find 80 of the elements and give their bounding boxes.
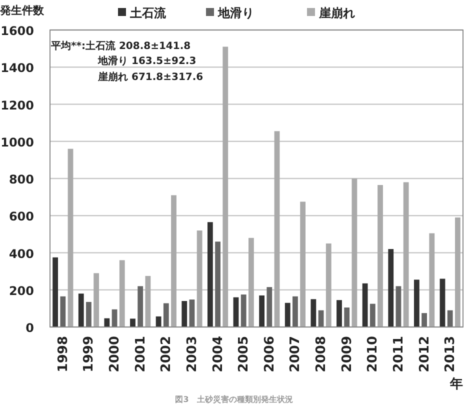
x-tick-label: 1999 — [82, 336, 97, 372]
bar — [284, 302, 290, 327]
annotation: 崖崩れ 671.8±317.6 — [97, 71, 204, 83]
bar — [414, 280, 420, 327]
y-tick-label: 1000 — [0, 135, 34, 150]
bar — [182, 301, 188, 327]
bar — [78, 294, 84, 327]
x-tick-label: 2002 — [159, 336, 174, 372]
bar — [259, 295, 265, 327]
bar — [163, 303, 169, 327]
bar — [326, 243, 332, 327]
y-tick-label: 0 — [26, 321, 34, 335]
bar — [156, 316, 162, 327]
bar — [130, 318, 136, 327]
y-tick-label: 800 — [8, 172, 34, 186]
y-tick-label: 1400 — [0, 61, 34, 76]
y-tick-label: 200 — [8, 284, 34, 298]
bar — [215, 242, 220, 327]
legend-label: 地滑り — [217, 6, 254, 20]
bar — [429, 233, 435, 327]
bar — [378, 184, 383, 327]
bar — [60, 296, 66, 327]
bar — [292, 296, 298, 327]
y-tick-label: 400 — [8, 246, 34, 261]
y-axis-title: 発生件数 — [0, 4, 45, 17]
bar — [222, 46, 228, 327]
caption: 図3 土砂災害の種類別発生状況 — [175, 394, 293, 404]
bar — [440, 278, 446, 327]
bar — [233, 297, 239, 327]
x-tick-label: 2001 — [133, 336, 148, 372]
x-tick-label: 2011 — [391, 336, 406, 372]
bar — [274, 131, 280, 327]
bar — [310, 299, 316, 327]
x-tick-label: 2008 — [314, 336, 330, 372]
x-tick-label: 2004 — [210, 336, 226, 372]
legend-label: 崖崩れ — [318, 6, 355, 20]
bar — [454, 217, 460, 327]
bar — [104, 318, 110, 327]
bar — [300, 202, 306, 327]
x-tick-label: 2013 — [443, 336, 458, 372]
x-tick-label: 2006 — [262, 336, 278, 372]
bar — [266, 287, 272, 327]
x-axis-title: 年 — [449, 377, 463, 392]
bar — [362, 283, 368, 327]
bar — [352, 178, 358, 327]
annotation: 地滑り 163.5±92.3 — [97, 55, 196, 67]
bar — [68, 148, 74, 327]
bar — [52, 257, 58, 327]
bar — [388, 249, 394, 327]
bar — [196, 230, 202, 327]
bar — [447, 310, 453, 327]
bar — [189, 300, 195, 327]
y-tick-label: 1600 — [0, 24, 34, 38]
bar — [86, 302, 92, 327]
y-tick-label: 600 — [8, 210, 34, 224]
bar — [171, 195, 176, 327]
x-tick-label: 2009 — [340, 336, 355, 372]
x-tick-label: 2003 — [184, 336, 200, 372]
bar — [145, 276, 151, 327]
bar — [396, 286, 402, 327]
bar — [119, 260, 125, 327]
x-tick-label: 2012 — [417, 336, 432, 372]
annotation: 平均**:土石流 208.8±141.8 — [50, 40, 191, 52]
bar — [336, 300, 342, 327]
bar — [248, 238, 254, 327]
x-tick-label: 2000 — [108, 336, 123, 372]
bar — [344, 308, 350, 327]
bar — [240, 294, 246, 327]
bar — [138, 286, 144, 327]
x-tick-label: 2007 — [288, 336, 304, 372]
x-tick-label: 2005 — [236, 336, 252, 372]
x-tick-label: 2010 — [366, 336, 381, 372]
bar — [94, 273, 100, 327]
bar — [207, 222, 213, 327]
bar — [422, 313, 427, 327]
x-tick-label: 1998 — [56, 336, 71, 372]
bar — [403, 182, 409, 327]
bar — [370, 304, 376, 327]
y-tick-label: 1200 — [0, 98, 34, 112]
legend-label: 土石流 — [129, 6, 167, 20]
